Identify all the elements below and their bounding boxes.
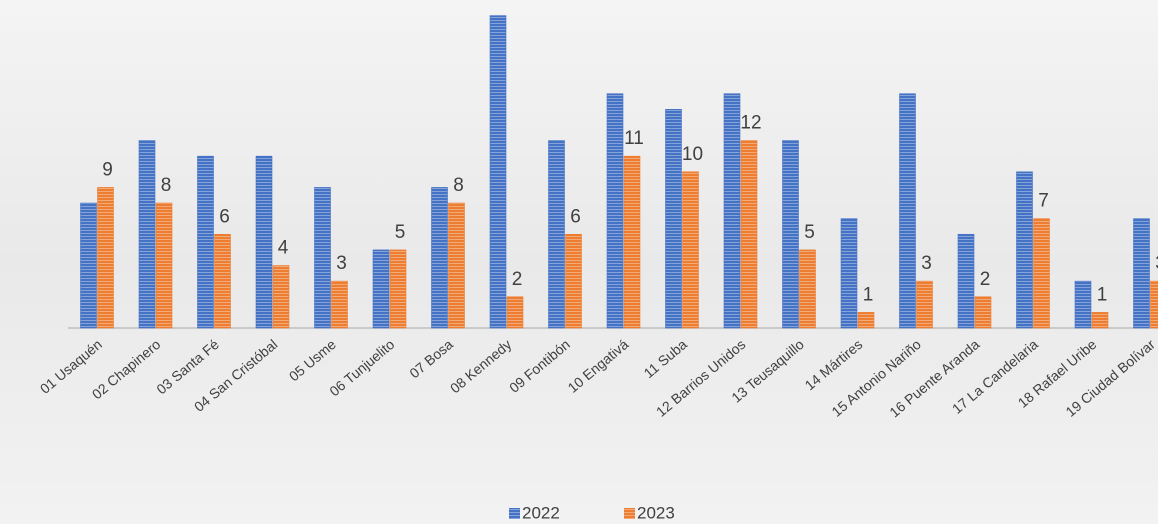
bar xyxy=(97,187,114,329)
bar xyxy=(506,296,524,329)
x-tick-label: 05 Usme xyxy=(286,336,339,384)
bar xyxy=(916,280,933,329)
x-tick-label: 09 Fontibón xyxy=(506,336,573,396)
data-label: 5 xyxy=(395,222,406,243)
bar xyxy=(548,140,565,329)
data-label: 6 xyxy=(219,206,230,227)
bar xyxy=(682,171,699,329)
bar xyxy=(565,233,582,329)
bar xyxy=(1016,171,1033,329)
data-label: 12 xyxy=(740,113,761,134)
bar xyxy=(840,218,858,329)
legend-swatch xyxy=(509,508,520,519)
bar xyxy=(1033,218,1050,329)
data-label: 3 xyxy=(336,253,347,274)
data-label: 7 xyxy=(1038,191,1049,212)
x-tick-label: 11 Suba xyxy=(640,336,690,381)
data-label: 9 xyxy=(102,159,113,180)
bar xyxy=(489,15,507,329)
bar xyxy=(372,249,390,329)
legend-label: 2023 xyxy=(637,503,675,522)
data-label: 6 xyxy=(570,206,581,227)
bar xyxy=(723,93,741,329)
bar xyxy=(665,109,682,329)
bar xyxy=(155,202,173,329)
data-label: 2 xyxy=(980,269,991,290)
data-label: 1 xyxy=(1097,284,1108,305)
bar xyxy=(974,296,992,329)
bar xyxy=(80,202,97,329)
bar xyxy=(197,155,214,329)
x-tick-label: 06 Tunjuelito xyxy=(326,336,397,399)
bar xyxy=(272,265,290,329)
x-tick-label: 10 Engativá xyxy=(564,336,631,396)
data-label: 8 xyxy=(161,175,172,196)
bar xyxy=(857,312,875,329)
legend-label: 2022 xyxy=(522,503,560,522)
bar xyxy=(606,93,624,329)
data-label: 10 xyxy=(682,144,703,165)
bar xyxy=(740,140,758,329)
bar xyxy=(331,280,348,329)
x-tick-label: 08 Kennedy xyxy=(447,336,515,396)
bar xyxy=(255,155,273,329)
bar xyxy=(782,140,799,329)
bar xyxy=(1133,218,1150,329)
data-label: 8 xyxy=(453,175,464,196)
bar xyxy=(431,187,448,329)
bar xyxy=(214,233,231,329)
bar xyxy=(1091,312,1109,329)
data-label: 3 xyxy=(921,253,932,274)
bar xyxy=(623,155,641,329)
data-label: 11 xyxy=(624,128,644,149)
data-label: 2 xyxy=(512,269,523,290)
legend-swatch xyxy=(624,508,635,519)
x-tick-label: 07 Bosa xyxy=(406,336,456,381)
bar xyxy=(1074,280,1092,329)
data-label: 3 xyxy=(1155,253,1158,274)
bar xyxy=(899,93,916,329)
bar xyxy=(957,233,975,329)
bar xyxy=(389,249,407,329)
bar xyxy=(799,249,816,329)
bar xyxy=(448,202,465,329)
bar xyxy=(314,187,331,329)
data-label: 5 xyxy=(804,222,815,243)
bar xyxy=(138,140,156,329)
data-label: 1 xyxy=(863,284,874,305)
bar xyxy=(1150,280,1158,329)
data-label: 4 xyxy=(278,238,289,259)
